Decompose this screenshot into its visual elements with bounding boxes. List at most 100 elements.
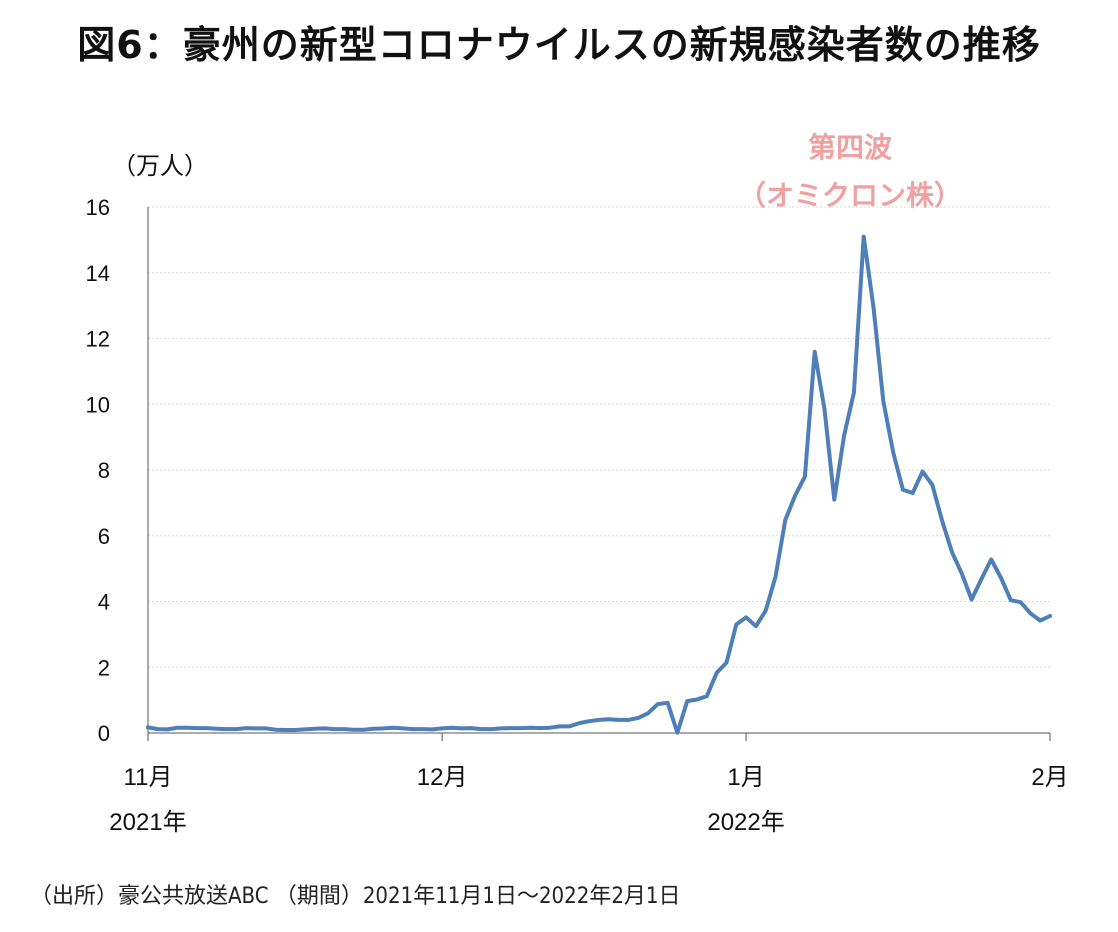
- data-point: [509, 726, 512, 730]
- data-point: [156, 727, 160, 731]
- data-point: [548, 726, 552, 729]
- data-point: [725, 661, 728, 664]
- data-point: [431, 728, 434, 731]
- data-point: [538, 726, 542, 730]
- data-point: [627, 718, 630, 722]
- data-point: [813, 350, 816, 353]
- data-point: [891, 450, 895, 454]
- data-point: [195, 726, 199, 730]
- data-point: [989, 558, 993, 561]
- data-point: [695, 698, 699, 701]
- data-point: [460, 727, 463, 730]
- data-point: [440, 727, 444, 730]
- data-point: [911, 491, 914, 495]
- data-point: [529, 726, 532, 729]
- data-point: [587, 719, 591, 723]
- data-point: [715, 671, 718, 675]
- series-line: [146, 234, 1052, 735]
- data-point: [205, 726, 209, 730]
- data-point: [980, 577, 983, 581]
- data-point: [391, 726, 395, 729]
- data-point: [225, 727, 228, 731]
- data-point: [146, 726, 150, 729]
- data-point: [833, 498, 836, 501]
- data-point: [166, 728, 169, 731]
- data-point: [352, 728, 356, 731]
- x-tick-label: 12月: [417, 764, 468, 791]
- data-point: [578, 721, 581, 725]
- x-tick-year-label: 2022年: [707, 809, 784, 836]
- y-tick-label: 0: [98, 721, 110, 746]
- data-point: [421, 727, 424, 731]
- data-point: [519, 726, 522, 730]
- data-point: [489, 727, 493, 731]
- data-point: [382, 727, 385, 730]
- data-point: [1029, 612, 1032, 615]
- data-point: [1009, 598, 1012, 602]
- data-point: [705, 694, 709, 698]
- data-point: [950, 550, 954, 554]
- y-tick-label: 14: [86, 261, 110, 286]
- x-tick-label: 1月: [727, 764, 764, 791]
- data-point: [1038, 619, 1042, 622]
- data-point: [323, 727, 326, 730]
- x-tick-year-label: 2021年: [109, 809, 186, 836]
- data-point: [784, 518, 787, 522]
- data-point: [470, 726, 473, 730]
- y-tick-label: 12: [86, 327, 110, 352]
- data-point: [637, 716, 640, 720]
- data-point: [735, 623, 738, 626]
- data-point: [970, 598, 973, 601]
- data-point: [862, 235, 865, 238]
- data-point: [921, 470, 924, 473]
- data-point: [264, 727, 267, 730]
- data-point: [931, 483, 934, 486]
- data-point: [1048, 614, 1052, 618]
- data-point: [842, 434, 846, 437]
- x-tick-label: 2月: [1031, 764, 1068, 791]
- data-point: [558, 725, 561, 728]
- data-point: [646, 712, 650, 715]
- data-point: [774, 575, 777, 579]
- data-point: [823, 407, 826, 411]
- data-point: [313, 727, 316, 730]
- data-point: [793, 494, 797, 497]
- data-point: [450, 726, 454, 729]
- data-point: [480, 727, 483, 731]
- data-point: [333, 727, 336, 731]
- data-point: [872, 306, 875, 309]
- data-point: [372, 727, 375, 730]
- chart-title: 図6：豪州の新型コロナウイルスの新規感染者数の推移: [77, 23, 1041, 67]
- data-point: [176, 726, 179, 729]
- x-tick-label: 11月: [124, 764, 173, 791]
- data-point: [254, 727, 258, 730]
- data-point: [1019, 600, 1022, 604]
- y-axis-unit-label: （万人）: [112, 152, 208, 180]
- data-point: [882, 399, 885, 403]
- y-tick-label: 2: [98, 655, 110, 680]
- data-point: [401, 727, 405, 730]
- data-point: [186, 726, 189, 729]
- data-point: [676, 731, 679, 734]
- data-point: [342, 727, 346, 731]
- data-point: [764, 609, 767, 612]
- y-tick-label: 4: [98, 590, 110, 615]
- data-point: [597, 718, 601, 722]
- y-tick-label: 8: [98, 458, 110, 483]
- data-point: [411, 727, 414, 731]
- data-point: [686, 699, 689, 703]
- data-point: [852, 391, 856, 394]
- data-point: [362, 728, 365, 731]
- y-tick-label: 16: [86, 195, 110, 220]
- data-point: [901, 488, 905, 491]
- source-note: （出所）豪公共放送ABC （期間）2021年11月1日〜2022年2月1日: [30, 884, 681, 909]
- y-tick-label: 10: [86, 392, 110, 417]
- data-point: [568, 725, 571, 728]
- data-point: [274, 728, 277, 731]
- data-point: [215, 727, 218, 730]
- data-point: [284, 728, 287, 732]
- data-point: [803, 475, 807, 478]
- data-point: [744, 616, 748, 619]
- data-point: [617, 718, 620, 722]
- data-point: [303, 728, 307, 731]
